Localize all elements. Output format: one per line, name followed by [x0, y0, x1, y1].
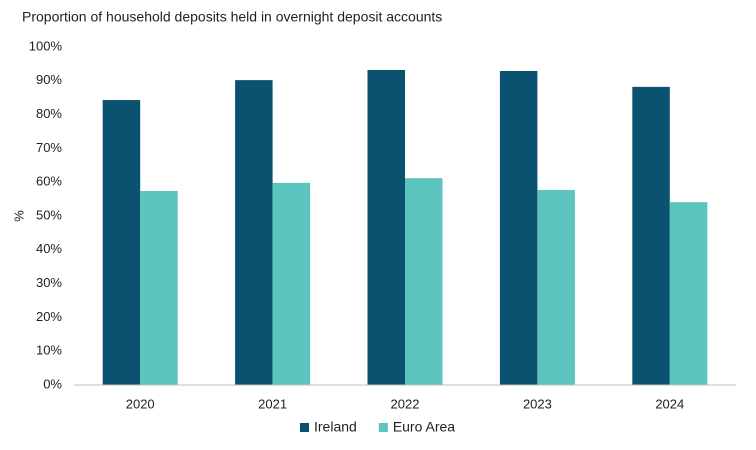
legend-swatch: [378, 423, 388, 432]
bar: [669, 202, 708, 385]
bar: [367, 69, 405, 385]
bar: [632, 86, 670, 385]
legend-label: Euro Area: [393, 419, 455, 435]
y-tick-label: 10%: [36, 343, 62, 358]
y-tick-label: 40%: [36, 241, 62, 256]
x-tick-label: 2021: [258, 396, 287, 411]
legend-swatch: [300, 423, 309, 432]
bar: [140, 190, 178, 385]
x-tick-label: 2020: [126, 396, 155, 411]
y-tick-label: 30%: [36, 275, 62, 290]
bar: [235, 80, 273, 386]
bar: [499, 70, 538, 386]
y-tick-label: 20%: [36, 309, 62, 324]
y-tick-label: 80%: [36, 106, 62, 121]
bar: [405, 178, 443, 385]
x-tick-label: 2024: [655, 396, 684, 411]
y-tick-label: 90%: [36, 72, 62, 87]
legend-label: Ireland: [314, 419, 357, 435]
y-axis-label: %: [11, 210, 26, 222]
y-tick-label: 70%: [36, 140, 62, 155]
bar: [102, 100, 141, 385]
y-tick-label: 100%: [29, 38, 63, 53]
y-tick-label: 60%: [36, 174, 62, 189]
y-tick-label: 50%: [36, 207, 62, 222]
chart-title: Proportion of household deposits held in…: [22, 9, 442, 25]
bar: [537, 189, 575, 385]
x-tick-label: 2022: [391, 396, 420, 411]
x-tick-label: 2023: [523, 396, 552, 411]
bar: [272, 182, 311, 385]
y-tick-label: 0%: [43, 376, 62, 391]
